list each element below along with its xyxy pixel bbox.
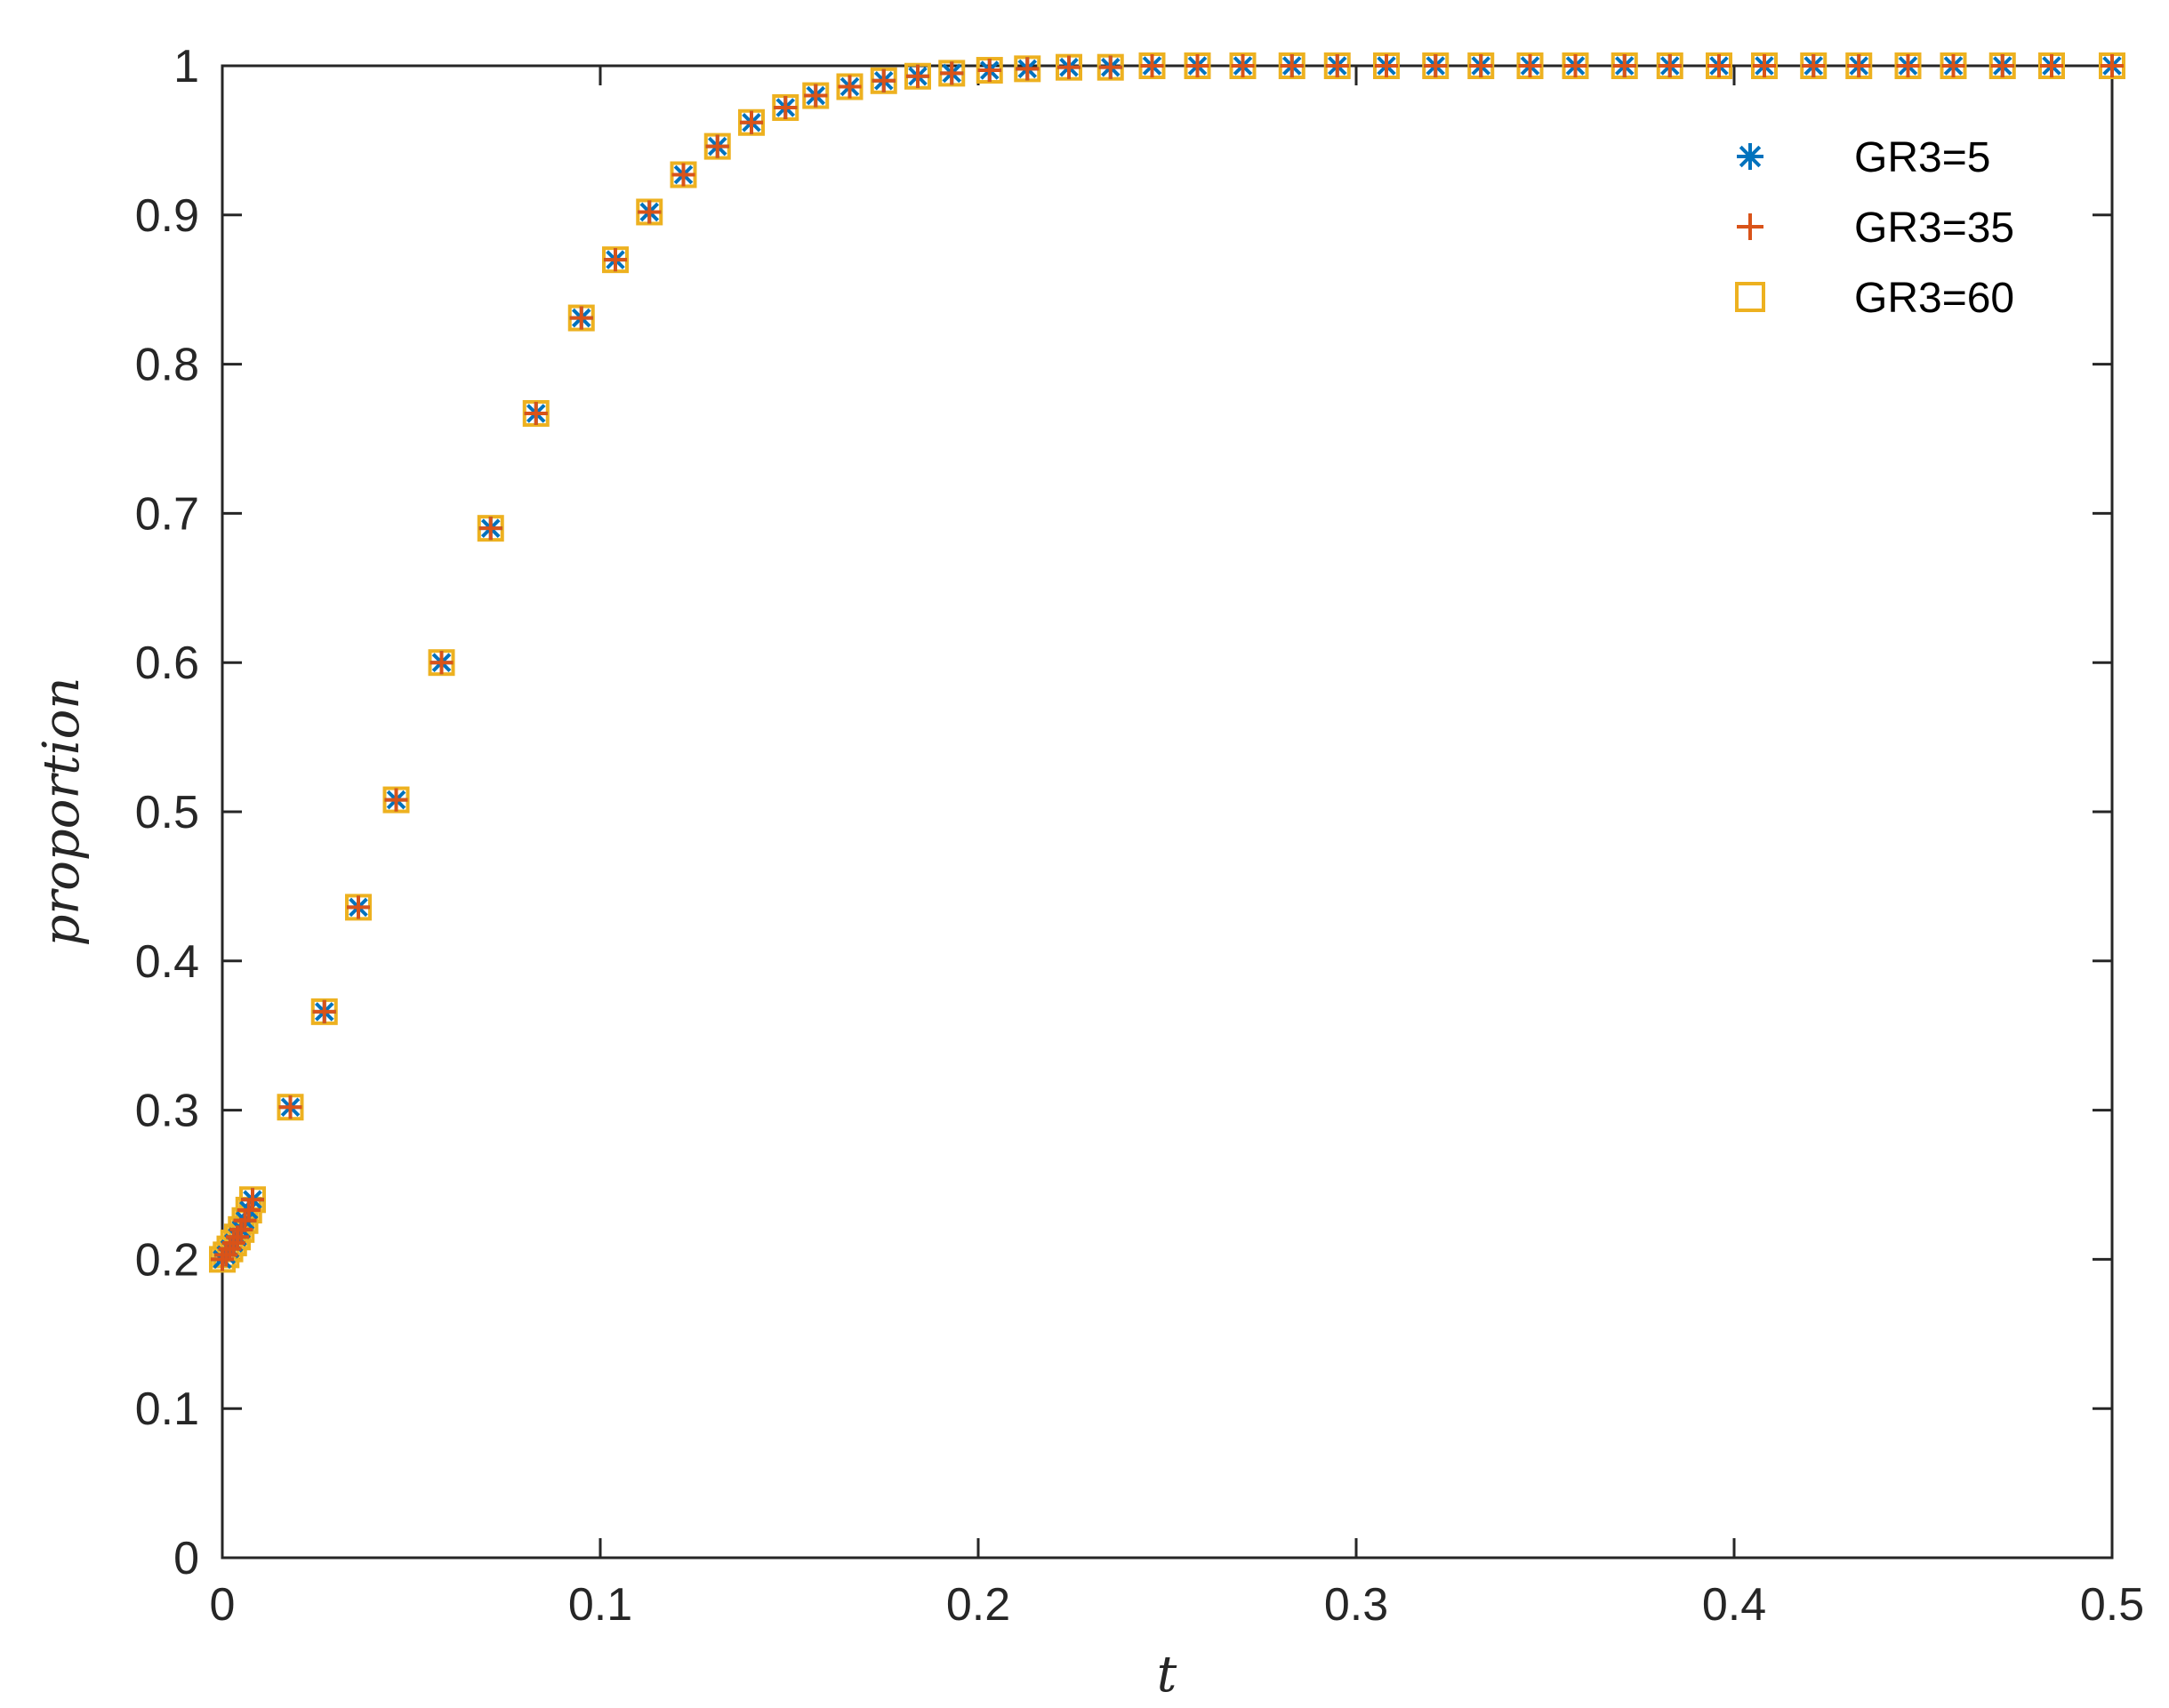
data-point-plus — [1941, 54, 1965, 77]
data-point-plus — [1325, 54, 1349, 77]
data-point-plus — [604, 248, 627, 272]
legend-entry: GR3=60 — [1735, 275, 2014, 322]
legend-marker-square — [1735, 282, 1765, 312]
data-point-plus — [1185, 54, 1209, 77]
y-tick-label: 0.2 — [135, 1234, 199, 1286]
data-point-plus — [430, 651, 454, 675]
data-point-plus — [906, 64, 929, 88]
data-point-plus — [774, 95, 798, 119]
data-point-plus — [1424, 54, 1448, 77]
data-point-plus — [1896, 54, 1920, 77]
data-point-plus — [1707, 54, 1731, 77]
data-point-plus — [1612, 54, 1636, 77]
legend-marker-asterisk — [1737, 143, 1763, 170]
data-point-plus — [804, 84, 828, 108]
data-point-plus — [1375, 54, 1398, 77]
y-tick-label: 1 — [173, 41, 199, 92]
y-tick-label: 0.6 — [135, 637, 199, 689]
y-tick-label: 0.3 — [135, 1086, 199, 1137]
data-point-plus — [740, 110, 763, 134]
data-point-plus — [278, 1095, 302, 1119]
axis-tick-labels: 0 0.1 0.2 0.3 0.4 0.5 0 0.1 0.2 0.3 0.4 0.5 0.6 0.7 0.… — [135, 41, 2144, 1631]
data-point-plus — [478, 517, 502, 541]
x-tick-label: 0 — [210, 1579, 236, 1631]
data-point-plus — [524, 401, 548, 425]
data-point-plus — [1016, 57, 1040, 81]
plot-area — [221, 64, 2114, 1560]
data-point-plus — [705, 134, 729, 158]
data-point-plus — [638, 200, 662, 224]
data-point-plus — [569, 306, 593, 330]
axis-ticks — [221, 64, 2114, 1560]
y-tick-label: 0 — [173, 1533, 199, 1584]
y-tick-label: 0.8 — [135, 340, 199, 391]
data-point-plus — [312, 999, 336, 1023]
legend-marker-plus — [1737, 213, 1763, 240]
data-point-plus — [1098, 55, 1122, 79]
data-point-plus — [1658, 54, 1682, 77]
y-tick-label: 0.9 — [135, 190, 199, 242]
data-point-plus — [671, 163, 695, 187]
data-point-plus — [1057, 55, 1080, 79]
data-point-plus — [1802, 54, 1826, 77]
y-tick-label: 0.5 — [135, 787, 199, 838]
y-axis-title: proportion — [33, 678, 91, 947]
x-tick-label: 0.3 — [1324, 1579, 1388, 1631]
x-axis-title: t — [1157, 1646, 1177, 1704]
x-tick-label: 0.4 — [1702, 1579, 1766, 1631]
axes-box — [221, 64, 2114, 1560]
legend-label: GR3=35 — [1854, 204, 2014, 252]
legend-label: GR3=60 — [1854, 275, 2014, 322]
y-tick-label: 0.1 — [135, 1383, 199, 1435]
data-point-plus — [1469, 54, 1493, 77]
data-point-plus — [1990, 54, 2014, 77]
legend-entry: GR3=35 — [1737, 204, 2014, 252]
data-point-plus — [977, 59, 1001, 83]
data-point-plus — [838, 75, 862, 99]
x-tick-label: 0.5 — [2080, 1579, 2144, 1631]
data-point-plus — [872, 68, 896, 92]
data-point-plus — [1140, 54, 1164, 77]
data-point-plus — [1847, 54, 1871, 77]
data-markers — [209, 52, 2125, 1273]
x-tick-label: 0.1 — [568, 1579, 632, 1631]
data-point-plus — [1280, 54, 1304, 77]
data-point-plus — [384, 788, 408, 812]
data-point-plus — [1518, 54, 1542, 77]
y-tick-label: 0.4 — [135, 936, 199, 988]
data-point-plus — [1753, 54, 1776, 77]
legend: GR3=5 GR3=35 GR3=60 — [1735, 134, 2014, 322]
legend-entry: GR3=5 — [1737, 134, 1990, 181]
data-point-plus — [237, 1199, 261, 1223]
y-tick-label: 0.7 — [135, 488, 199, 540]
data-point-plus — [233, 1208, 257, 1232]
data-point-plus — [940, 61, 964, 85]
data-point-plus — [1563, 54, 1587, 77]
data-point-plus — [2040, 54, 2063, 77]
data-point-plus — [347, 895, 370, 919]
x-tick-label: 0.2 — [946, 1579, 1010, 1631]
data-point-plus — [1231, 54, 1255, 77]
data-point-plus — [241, 1188, 264, 1212]
legend-label: GR3=5 — [1854, 134, 1990, 181]
data-point-plus — [2101, 54, 2124, 77]
